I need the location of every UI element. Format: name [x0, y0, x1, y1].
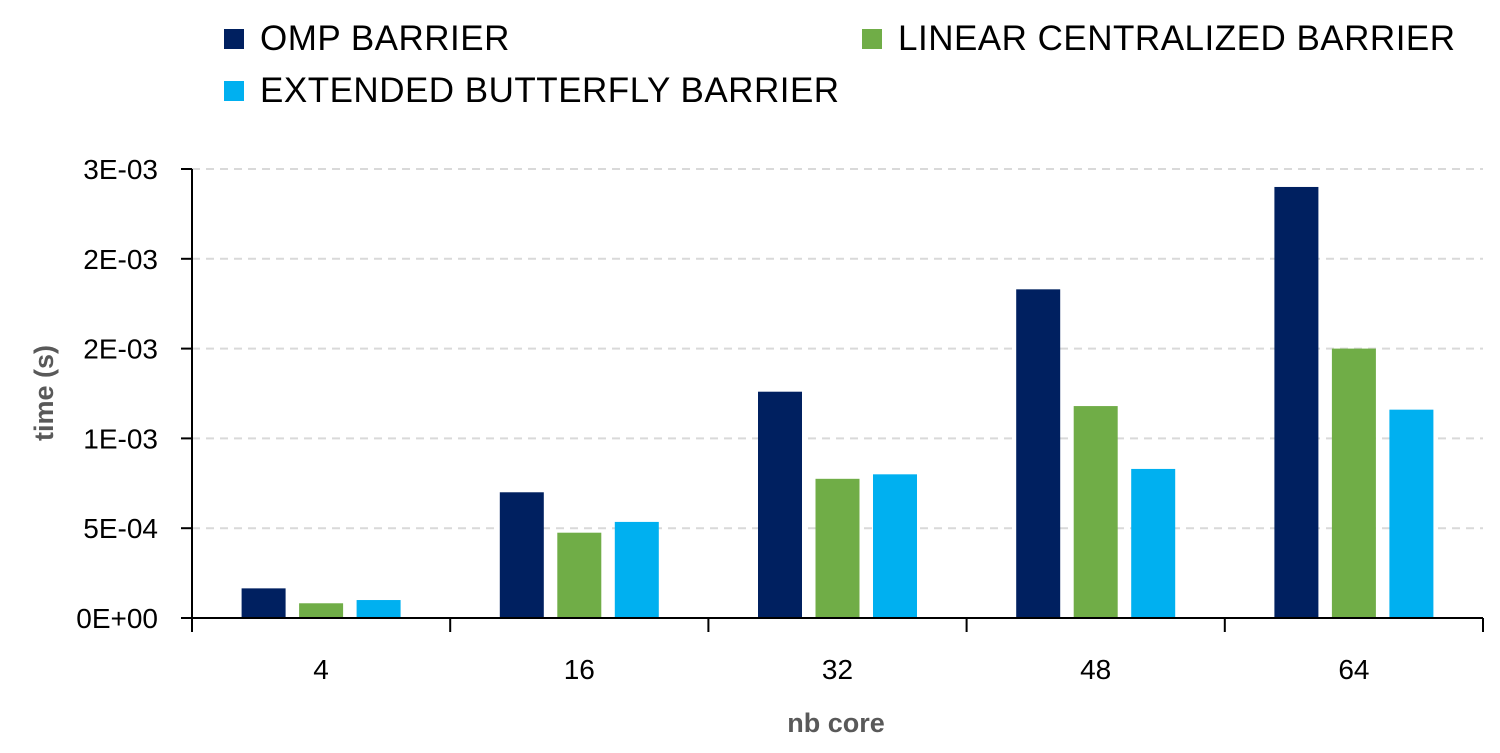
x-tick-label: 4	[313, 654, 329, 685]
bar	[299, 603, 344, 618]
bars	[241, 186, 1434, 618]
legend-item-extended-butterfly-barrier: EXTENDED BUTTERFLY BARRIER	[224, 71, 840, 111]
legend-label-linear-centralized-barrier: LINEAR CENTRALIZED BARRIER	[898, 19, 1456, 58]
y-tick-labels: 0E+00 5E-04 1E-03 2E-03 2E-03 3E-03	[76, 154, 192, 634]
bar	[557, 532, 602, 618]
y-tick-label: 0E+00	[76, 603, 158, 634]
legend-label-omp-barrier: OMP BARRIER	[260, 19, 510, 58]
y-tick-label: 3E-03	[83, 154, 158, 185]
legend-swatch-linear-centralized-barrier	[862, 29, 882, 49]
y-tick-label: 1E-03	[83, 423, 158, 454]
bar	[815, 478, 860, 618]
legend-swatch-omp-barrier	[224, 29, 244, 49]
legend-item-omp-barrier: OMP BARRIER	[224, 19, 510, 59]
bar	[1274, 186, 1319, 618]
y-axis-title: time (s)	[29, 345, 59, 441]
x-tick-label: 64	[1338, 654, 1369, 685]
bar	[241, 588, 286, 618]
x-tick-label: 32	[822, 654, 853, 685]
bar	[1016, 289, 1061, 618]
axes	[191, 169, 1484, 632]
y-tick-label: 2E-03	[83, 334, 158, 365]
bar	[1331, 348, 1376, 618]
legend-label-extended-butterfly-barrier: EXTENDED BUTTERFLY BARRIER	[260, 71, 840, 110]
y-tick-label: 5E-04	[83, 513, 158, 544]
bar	[614, 521, 659, 618]
bar	[499, 492, 544, 618]
bar	[356, 600, 401, 618]
x-tick-label: 48	[1080, 654, 1111, 685]
x-tick-labels: 4 16 32 48 64	[313, 654, 1369, 685]
bar	[1389, 409, 1434, 618]
bar	[758, 391, 802, 618]
y-tick-label: 2E-03	[83, 244, 158, 275]
x-axis-title: nb core	[787, 708, 885, 738]
legend-item-linear-centralized-barrier: LINEAR CENTRALIZED BARRIER	[862, 19, 1456, 59]
bar	[873, 474, 917, 618]
legend: OMP BARRIER LINEAR CENTRALIZED BARRIER E…	[0, 0, 1500, 130]
x-tick-label: 16	[564, 654, 595, 685]
bar	[1131, 468, 1176, 618]
bar	[1073, 406, 1118, 618]
legend-swatch-extended-butterfly-barrier	[224, 81, 244, 101]
